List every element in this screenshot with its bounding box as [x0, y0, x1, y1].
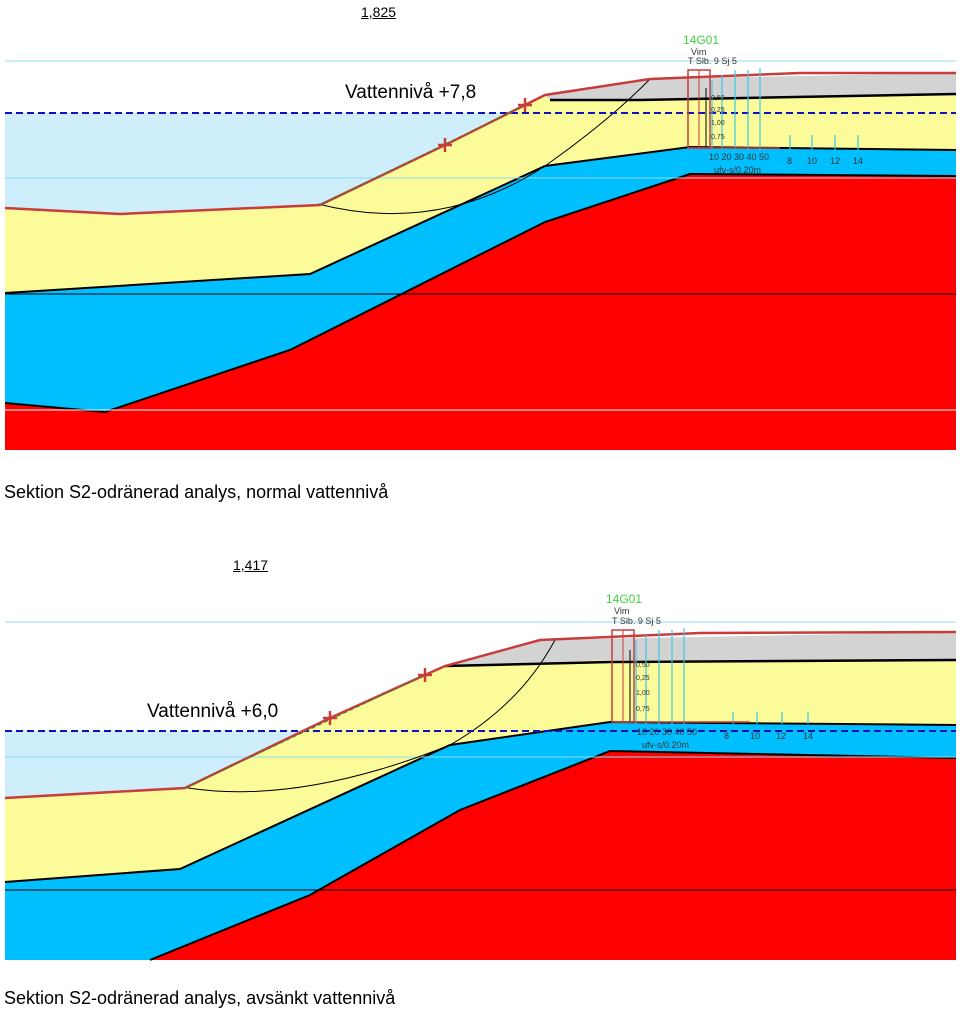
axis-tick-label: 14 — [803, 731, 814, 741]
probe-id-label: 14G01 — [683, 33, 720, 47]
depth-label: 0,75 — [711, 134, 725, 141]
soft-clay-layer — [5, 722, 956, 960]
soft-clay-layer — [5, 147, 956, 412]
bedrock-layer — [5, 174, 956, 450]
bedrock-layer — [150, 751, 956, 960]
ground-survey-line — [4, 630, 957, 800]
axis-tick-label: 10 20 30 40 50 — [709, 152, 770, 162]
depth-label: 0,25 — [636, 675, 650, 682]
probe-small-label: Vim — [614, 606, 630, 616]
axis-tick-label: 12 — [776, 731, 787, 741]
water-area — [5, 731, 310, 798]
depth-label: 0,50 — [711, 95, 725, 102]
depth-label: 0,75 — [636, 706, 650, 713]
axis-tick-label: 10 — [750, 731, 761, 741]
slip-surface — [317, 78, 651, 215]
survey-point-marker — [438, 138, 452, 152]
depth-label: 1,00 — [636, 690, 650, 697]
cross-section-diagram-normal — [4, 60, 957, 450]
water-level-label: Vattennivå +7,8 — [345, 82, 477, 103]
axis-tick-label: 14 — [853, 156, 864, 166]
slip-surface — [187, 639, 556, 793]
cross-section-diagram-lowered — [4, 621, 957, 961]
survey-point-marker — [418, 668, 432, 682]
probe-header-label: T Slb. 9 Sj 5 — [688, 56, 737, 66]
probe-small-label: Vim — [691, 47, 707, 57]
axis-note-label: ufv-s/0.20m — [714, 165, 762, 175]
section-panel-lowered: 1,417 Vattennivå +6,0 14G01 Vim T Slb. 9… — [0, 520, 960, 1012]
layer-boundary — [550, 92, 957, 102]
section-panel-normal: 1,825 Vattennivå +7,8 14G01 Vim T Slb. 9… — [4, 4, 957, 502]
safety-factor-label: 1,825 — [361, 4, 397, 20]
survey-point-marker — [518, 98, 532, 112]
depth-label: 1,00 — [711, 120, 725, 127]
water-level-label: Vattennivå +6,0 — [147, 701, 279, 722]
water-area — [5, 113, 505, 214]
surface-layer — [445, 632, 956, 666]
axis-tick-label: 8 — [724, 731, 730, 741]
safety-factor-label: 1,417 — [233, 557, 269, 573]
slope-marker-line — [184, 674, 426, 789]
fill-clay-layer — [5, 88, 956, 293]
section-caption: Sektion S2-odränerad analys, normal vatt… — [4, 482, 389, 502]
axis-tick-label: 10 — [807, 156, 818, 166]
probe-log-14G01 — [611, 628, 809, 724]
axis-note-label: ufv-s/0.20m — [642, 740, 690, 750]
slope-marker-line — [319, 104, 526, 206]
axis-tick-label: 8 — [787, 156, 793, 166]
probe-log-14G01 — [687, 68, 859, 150]
axis-tick-label: 12 — [830, 156, 841, 166]
layer-boundary — [149, 749, 957, 961]
survey-point-marker — [323, 711, 337, 725]
fill-clay-layer — [5, 660, 956, 882]
axis-tick-label: 10 20 30 40 50 — [637, 727, 698, 737]
depth-label: 0,25 — [711, 107, 725, 114]
probe-header-label: T Slb. 9 Sj 5 — [612, 616, 661, 626]
layer-boundary — [444, 658, 957, 668]
probe-id-label: 14G01 — [606, 592, 643, 606]
section-caption: Sektion S2-odränerad analys, avsänkt vat… — [4, 988, 396, 1008]
depth-label: 0,50 — [636, 662, 650, 669]
